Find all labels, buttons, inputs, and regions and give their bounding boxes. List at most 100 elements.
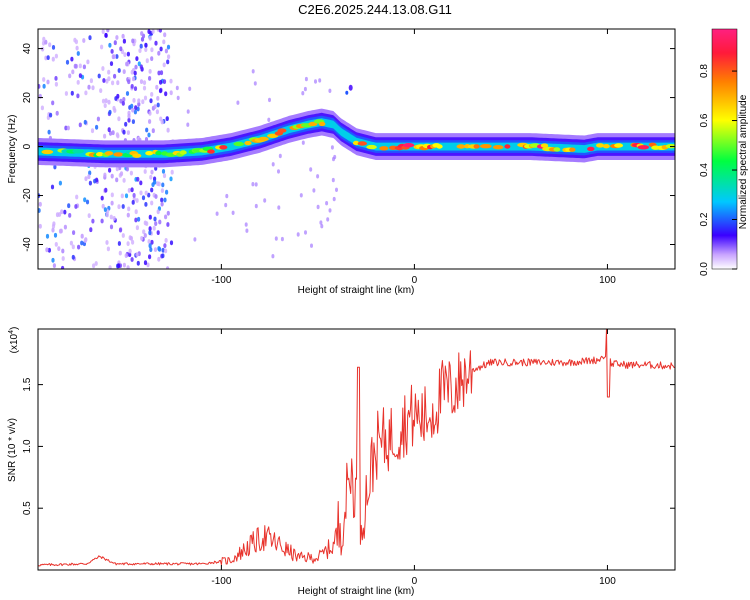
noise-dot — [156, 102, 160, 108]
noise-dot — [71, 244, 75, 250]
spectrogram-marks — [38, 29, 675, 269]
noise-dot — [151, 128, 155, 134]
noise-dot — [108, 131, 113, 136]
noise-dot — [162, 79, 167, 84]
y-tick-label: 1.0 — [22, 439, 33, 453]
noise-dot — [215, 211, 219, 216]
noise-dot — [169, 78, 173, 84]
noise-dot — [119, 46, 123, 52]
noise-dot — [267, 117, 271, 123]
noise-dot — [253, 81, 257, 86]
noise-dot — [42, 77, 46, 82]
svg-text:(x104): (x104) — [8, 327, 20, 354]
snr-panel: -100 0 100 0.5 1.0 1.5 Height of straight lin… — [7, 327, 676, 597]
noise-dot — [41, 46, 45, 52]
noise-dot — [278, 153, 282, 159]
noise-dot — [149, 174, 153, 180]
noise-dot — [176, 95, 180, 101]
noise-dot — [130, 103, 134, 109]
noise-dot — [268, 97, 271, 103]
noise-dot — [126, 241, 130, 247]
noise-dot — [131, 239, 135, 245]
noise-dot — [121, 33, 125, 39]
noise-dot — [274, 236, 278, 241]
noise-dot — [303, 86, 307, 92]
noise-dot — [107, 76, 111, 82]
ridge-blob — [145, 151, 154, 156]
noise-dot — [84, 176, 88, 182]
noise-dot — [94, 261, 98, 266]
snr-ticks: -100 0 100 0.5 1.0 1.5 — [22, 329, 675, 587]
noise-dot — [134, 217, 138, 223]
noise-dot — [231, 210, 235, 215]
snr-y-scale-exp: 4 — [8, 330, 15, 334]
noise-dot — [148, 69, 152, 74]
noise-dot — [193, 237, 197, 242]
noise-dot — [154, 221, 158, 227]
noise-dot — [148, 243, 152, 249]
noise-dot — [61, 265, 65, 269]
noise-dot — [104, 98, 108, 104]
noise-dot — [115, 177, 119, 183]
noise-dot — [122, 178, 126, 183]
noise-dot — [144, 47, 148, 52]
noise-dot — [132, 193, 136, 198]
noise-dot — [53, 164, 57, 170]
noise-dot — [131, 76, 136, 82]
noise-dot — [58, 228, 63, 234]
noise-dot — [139, 64, 143, 70]
spectrogram-panel: -100 0 100 -40 -20 0 20 40 Height of straight l… — [7, 28, 676, 296]
noise-dot — [47, 129, 51, 135]
ridge-blob — [244, 140, 252, 146]
noise-dot — [80, 233, 84, 239]
noise-dot — [97, 73, 101, 79]
noise-dot — [161, 253, 165, 259]
noise-dot — [325, 201, 329, 206]
noise-dot — [126, 51, 130, 57]
noise-dot — [47, 247, 52, 253]
noise-dot — [296, 232, 300, 237]
noise-dot — [122, 69, 126, 74]
noise-dot — [137, 216, 141, 222]
noise-dot — [160, 197, 164, 203]
noise-dot — [131, 119, 135, 124]
noise-dot — [148, 35, 152, 41]
noise-dot — [104, 32, 108, 38]
noise-dot — [153, 247, 158, 253]
noise-dot — [167, 54, 171, 60]
noise-dot — [114, 96, 118, 101]
noise-dot — [110, 173, 114, 179]
noise-dot — [103, 103, 107, 108]
snr-marks — [38, 329, 675, 567]
noise-dot — [163, 197, 167, 203]
noise-dot — [132, 98, 136, 103]
noise-dot — [159, 116, 163, 122]
noise-dot — [166, 266, 170, 269]
noise-dot — [304, 230, 307, 235]
noise-dot — [154, 194, 158, 199]
noise-dot — [125, 61, 129, 67]
noise-dot — [93, 178, 97, 184]
noise-dot — [133, 109, 137, 115]
noise-dot — [87, 84, 91, 90]
y-tick-label: 1.5 — [22, 377, 33, 391]
noise-dot — [251, 182, 255, 187]
noise-dot — [109, 61, 114, 66]
noise-dot — [154, 40, 158, 46]
noise-dot — [108, 42, 112, 48]
noise-dot — [151, 182, 155, 188]
noise-dot — [88, 35, 92, 41]
noise-dot — [87, 174, 91, 180]
noise-dot — [137, 101, 141, 107]
noise-dot — [66, 125, 70, 131]
noise-dot — [110, 49, 114, 54]
noise-dot — [77, 244, 81, 250]
colorbar-gradient — [711, 28, 738, 270]
noise-dot — [119, 98, 123, 104]
noise-dot — [51, 45, 56, 50]
noise-dot — [117, 116, 121, 122]
noise-dot — [158, 88, 163, 94]
ridge-blob — [155, 150, 162, 156]
noise-dot — [91, 85, 95, 91]
noise-dot — [169, 90, 173, 96]
